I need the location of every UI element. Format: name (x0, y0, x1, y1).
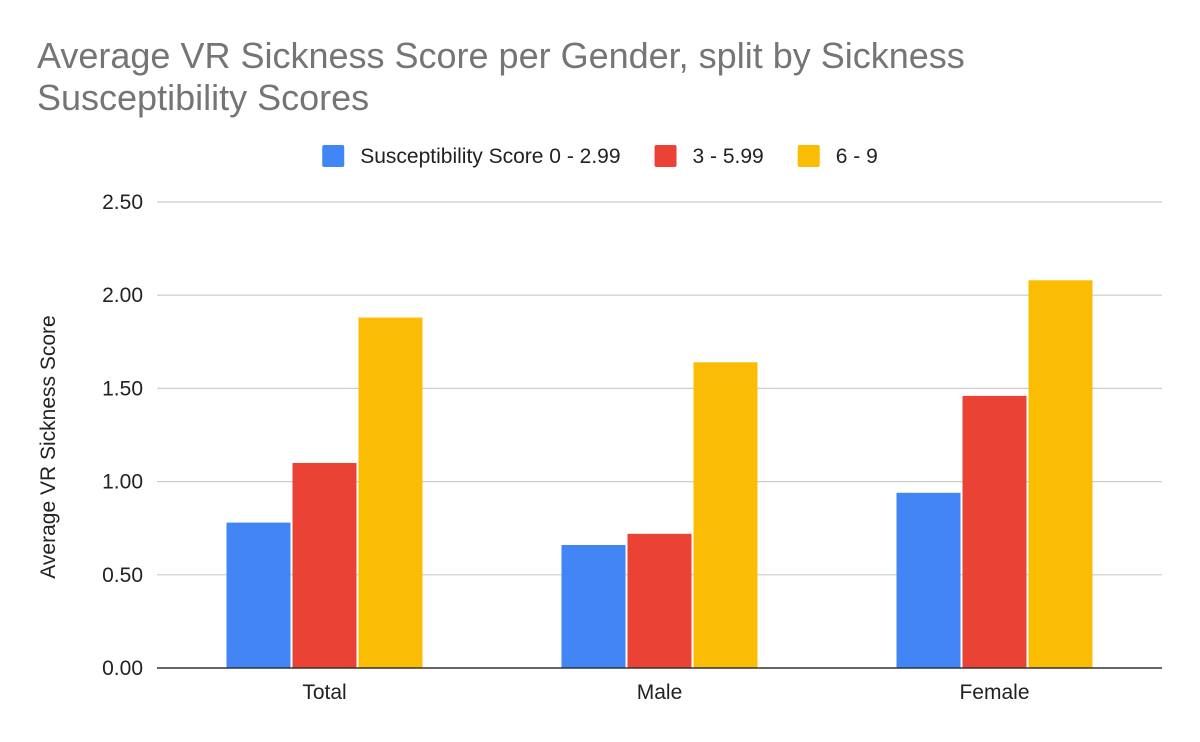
bar (693, 362, 758, 668)
chart-title-line-2: Susceptibility Scores (37, 77, 369, 118)
y-tick-label: 0.00 (102, 657, 143, 680)
x-tick-label: Female (959, 681, 1029, 704)
legend-label: Susceptibility Score 0 - 2.99 (360, 145, 620, 168)
legend-label: 6 - 9 (836, 145, 878, 168)
y-tick-label: 2.50 (102, 191, 143, 214)
chart-title-line-1: Average VR Sickness Score per Gender, sp… (37, 35, 965, 76)
x-tick-label: Total (302, 681, 346, 704)
legend-swatch (322, 145, 345, 167)
bar (896, 492, 961, 668)
y-tick-label: 2.00 (102, 284, 143, 307)
x-axis-ticks: Total Male Female (302, 681, 1029, 704)
legend-label: 3 - 5.99 (693, 145, 764, 168)
legend-swatch (797, 145, 820, 167)
legend-item: 6 - 9 (797, 145, 878, 168)
y-axis-ticks: 0.00 0.50 1.00 1.50 2.00 2.50 (102, 191, 143, 680)
y-tick-label: 1.00 (102, 471, 143, 494)
y-tick-label: 0.50 (102, 564, 143, 587)
y-axis-title: Average VR Sickness Score (37, 315, 60, 578)
legend-item: 3 - 5.99 (654, 145, 764, 168)
legend: Susceptibility Score 0 - 2.99 3 - 5.99 6 -… (322, 145, 878, 168)
x-tick-label: Male (637, 681, 683, 704)
bar (962, 395, 1027, 668)
bar (561, 544, 626, 668)
bar (627, 533, 692, 668)
legend-item: Susceptibility Score 0 - 2.99 (322, 145, 621, 168)
legend-swatch (654, 145, 677, 167)
bar (1028, 280, 1093, 668)
bars (226, 280, 1093, 668)
bar (292, 462, 357, 668)
bar (358, 317, 423, 668)
chart-title: Average VR Sickness Score per Gender, sp… (37, 35, 965, 118)
bar (226, 522, 291, 668)
y-tick-label: 1.50 (102, 377, 143, 400)
